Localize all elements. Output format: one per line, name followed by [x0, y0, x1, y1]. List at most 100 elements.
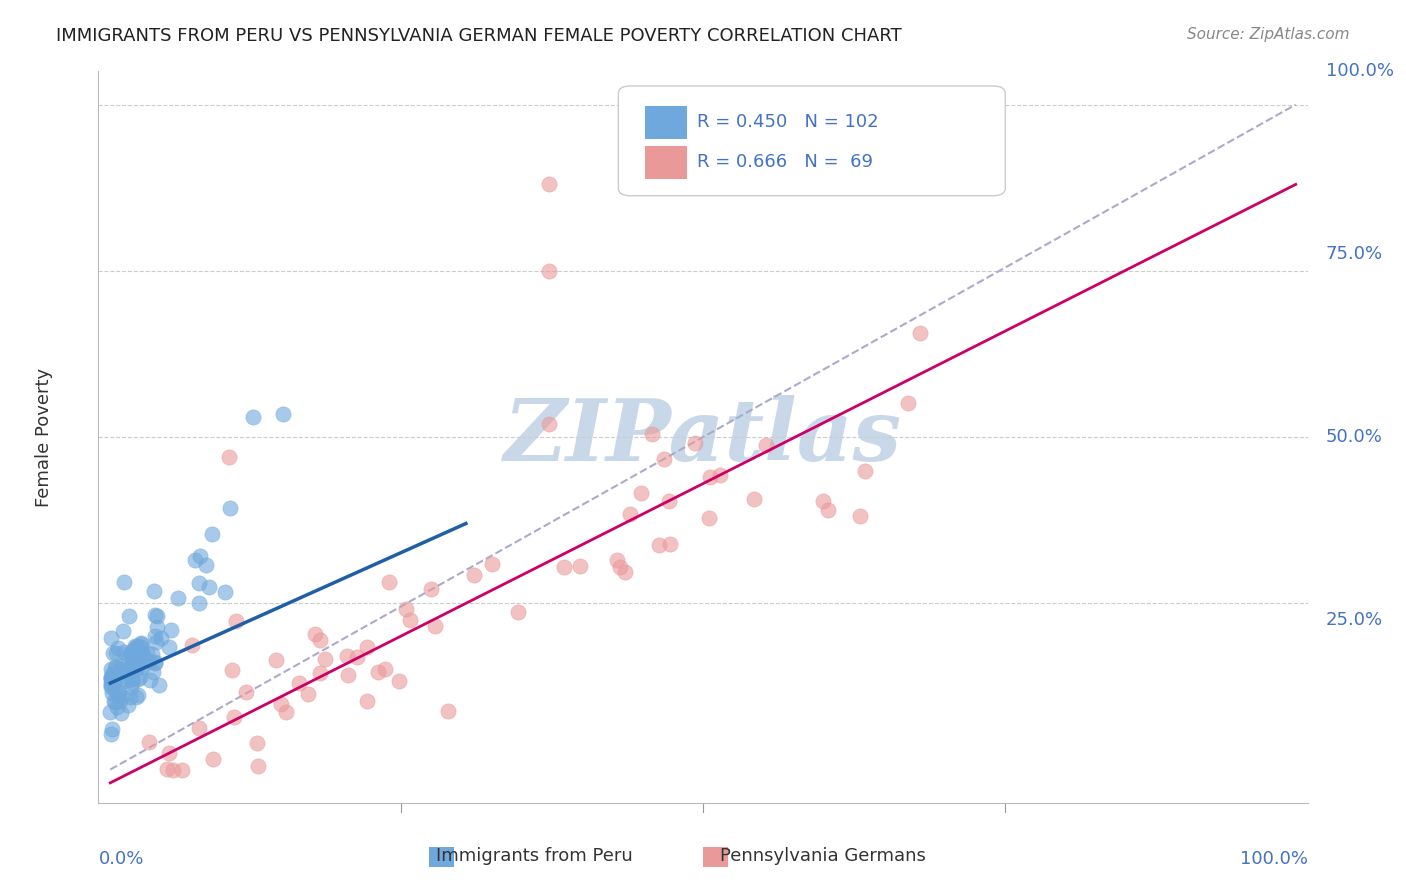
Point	[242, 410, 264, 425]
Point	[100, 670, 122, 684]
Point	[136, 646, 159, 660]
Point	[742, 492, 765, 507]
Point	[132, 648, 155, 662]
Point	[198, 581, 221, 595]
Point	[100, 672, 122, 686]
Point	[112, 575, 135, 590]
Text: Source: ZipAtlas.com: Source: ZipAtlas.com	[1187, 27, 1350, 42]
Point	[157, 640, 180, 654]
Text: 25.0%: 25.0%	[1326, 611, 1384, 629]
Point	[166, 591, 188, 606]
Point	[115, 673, 138, 687]
Point	[145, 635, 167, 649]
Point	[162, 763, 184, 777]
Point	[107, 689, 129, 703]
Point	[110, 706, 132, 720]
Point	[755, 438, 778, 452]
Point	[195, 558, 218, 572]
Point	[104, 646, 127, 660]
Point	[118, 609, 141, 624]
Point	[297, 687, 319, 701]
Bar	[645, 146, 688, 179]
Point	[100, 706, 122, 720]
Point	[374, 662, 396, 676]
Point	[103, 673, 125, 688]
Point	[124, 639, 146, 653]
Point	[246, 736, 269, 750]
Text: Pennsylvania Germans: Pennsylvania Germans	[720, 847, 925, 865]
Point	[103, 646, 125, 660]
Point	[120, 680, 142, 694]
Point	[128, 670, 150, 684]
Point	[160, 623, 183, 637]
Text: 100.0%: 100.0%	[1326, 62, 1393, 80]
Point	[537, 264, 560, 278]
Point	[537, 178, 560, 192]
Point	[129, 645, 152, 659]
Point	[683, 436, 706, 450]
Text: 0.0%: 0.0%	[98, 850, 143, 868]
Point	[131, 645, 153, 659]
Point	[110, 693, 132, 707]
Point	[129, 640, 152, 655]
Point	[908, 326, 931, 340]
Point	[214, 585, 236, 599]
Point	[143, 629, 166, 643]
Point	[190, 549, 212, 563]
Point	[127, 688, 149, 702]
Point	[120, 646, 142, 660]
Point	[121, 645, 143, 659]
Point	[419, 582, 441, 596]
Point	[125, 639, 148, 653]
Text: 50.0%: 50.0%	[1326, 428, 1382, 446]
Point	[337, 667, 360, 681]
Point	[138, 654, 160, 668]
Point	[648, 538, 671, 552]
Point	[117, 698, 139, 713]
Point	[112, 645, 135, 659]
Point	[129, 636, 152, 650]
Point	[288, 675, 311, 690]
Point	[125, 690, 148, 704]
Point	[127, 640, 149, 655]
Point	[225, 614, 247, 628]
Point	[120, 648, 142, 663]
Point	[127, 659, 149, 673]
Point	[142, 583, 165, 598]
Point	[121, 644, 143, 658]
Point	[200, 527, 222, 541]
Point	[101, 722, 124, 736]
Text: ZIPatlas: ZIPatlas	[503, 395, 903, 479]
Point	[131, 660, 153, 674]
Point	[264, 653, 287, 667]
Point	[143, 607, 166, 622]
Point	[853, 464, 876, 478]
Point	[138, 735, 160, 749]
Bar	[645, 106, 688, 138]
Point	[569, 559, 592, 574]
Point	[553, 560, 575, 574]
Point	[121, 658, 143, 673]
Point	[614, 565, 637, 579]
Point	[188, 721, 211, 735]
Point	[127, 672, 149, 686]
Point	[222, 710, 245, 724]
Point	[104, 660, 127, 674]
Point	[105, 700, 128, 714]
Point	[336, 649, 359, 664]
Point	[309, 665, 332, 680]
Point	[143, 655, 166, 669]
Point	[100, 662, 122, 676]
Point	[219, 500, 242, 515]
Point	[181, 638, 204, 652]
Point	[118, 690, 141, 705]
Point	[184, 553, 207, 567]
Point	[121, 672, 143, 686]
Point	[811, 494, 834, 508]
Point	[276, 705, 298, 719]
Point	[146, 620, 169, 634]
Text: 100.0%: 100.0%	[1240, 850, 1308, 868]
Point	[356, 640, 378, 654]
Point	[101, 686, 124, 700]
Point	[145, 608, 167, 623]
